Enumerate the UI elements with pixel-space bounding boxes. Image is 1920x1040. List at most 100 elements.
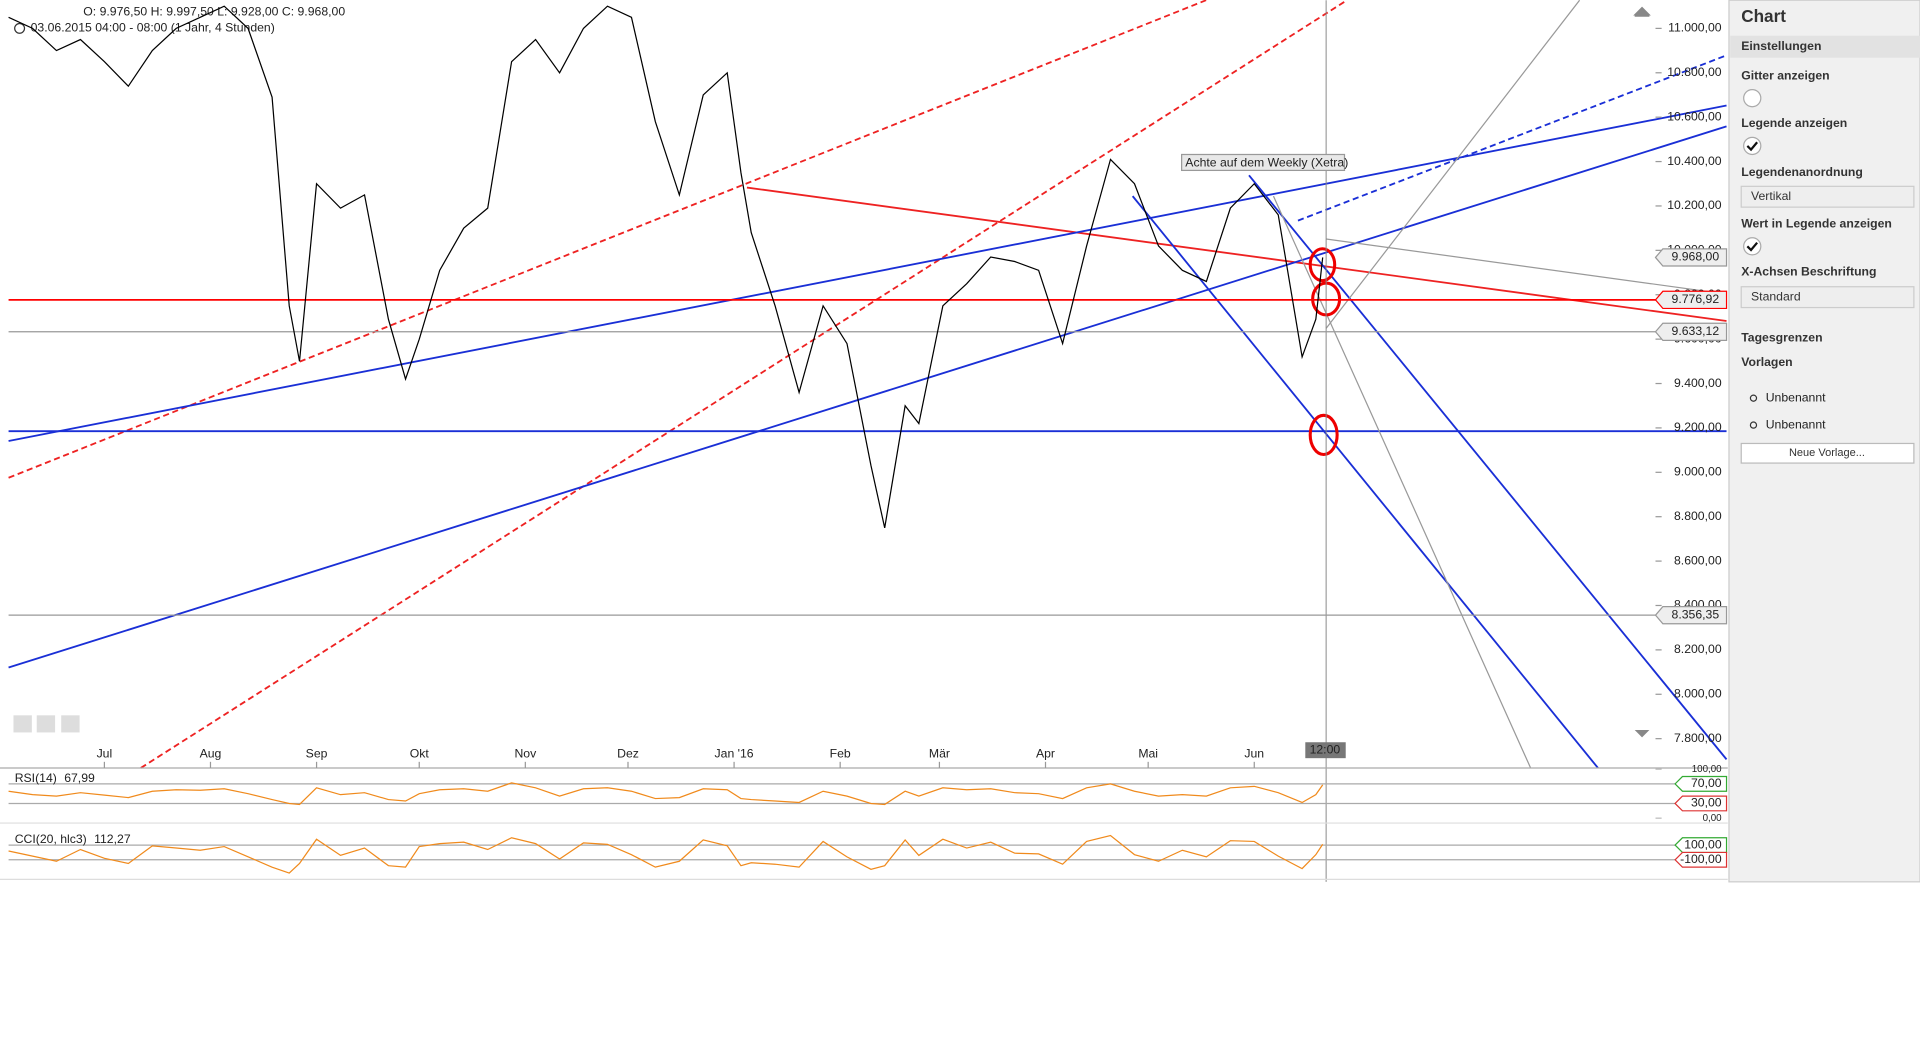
trend-line: [1131, 195, 1599, 769]
trend-line: [140, 0, 1348, 769]
indicator-name: CCI(20, hlc3): [15, 832, 87, 846]
indicator-tick-label: 0,00: [1703, 813, 1723, 824]
trend-line: [8, 104, 1727, 442]
annotation: Achte auf dem Weekly (Xetra): [1185, 155, 1348, 169]
x-tick-label: Jun: [1244, 747, 1264, 761]
indicator-value: 112,27: [94, 832, 131, 846]
sidebar-panel: [1728, 0, 1920, 883]
level-label: 8.356,35: [1672, 607, 1720, 621]
option-label: Legende anzeigen: [1741, 116, 1847, 130]
band-box: [1674, 837, 1728, 854]
x-tick-label: Mär: [929, 747, 950, 761]
trend-line: [1297, 54, 1727, 222]
band-label: 30,00: [1691, 796, 1722, 810]
x-tick-label: Mai: [1138, 747, 1158, 761]
y-tick-label: 10.200,00: [1667, 198, 1722, 212]
indicator-value: 67,99: [64, 771, 95, 785]
level-label: 9.968,00: [1672, 250, 1720, 264]
option-label: Wert in Legende anzeigen: [1741, 217, 1892, 231]
band-label: -100,00: [1680, 852, 1722, 866]
x-tick-label: Nov: [514, 747, 537, 761]
download[interactable]: [36, 715, 56, 733]
y-tick-label: 8.200,00: [1674, 642, 1722, 656]
section-title[interactable]: Vorlagen: [1741, 355, 1792, 369]
checkmark: [1746, 141, 1758, 152]
level-box: [1654, 290, 1728, 310]
dropdown[interactable]: [1740, 185, 1915, 208]
scroll-up[interactable]: [1633, 6, 1651, 17]
period: 03.06.2015 04:00 - 08:00 (1 Jahr, 4 Stun…: [31, 21, 275, 35]
indicator-line: [8, 834, 1324, 874]
band-box: [1674, 851, 1728, 868]
y-tick-label: 8.000,00: [1674, 687, 1722, 701]
band-box: [1674, 795, 1728, 812]
level-box: [1654, 605, 1728, 625]
option-label: X-Achsen Beschriftung: [1741, 264, 1876, 278]
y-tick-label: 8.800,00: [1674, 509, 1722, 523]
trend-line: [1272, 195, 1532, 769]
dropdown[interactable]: [1740, 286, 1915, 309]
band-label: 100,00: [1684, 837, 1722, 851]
trend-line: [1325, 0, 1581, 329]
indicator-legend: CCI(20, hlc3) 112,27: [15, 832, 131, 846]
y-tick-label: 9.200,00: [1674, 420, 1722, 434]
button-label[interactable]: Neue Vorlage...: [1789, 447, 1865, 459]
trend-line: [1326, 238, 1727, 295]
annotation-box: [1181, 153, 1346, 172]
drawings: [8, 0, 1728, 769]
section-title[interactable]: Tagesgrenzen: [1741, 330, 1822, 344]
level-box: [1654, 248, 1728, 267]
ohlc: O: 9.976,50 H: 9.997,50 L: 9.928,00 C: 9…: [83, 5, 345, 19]
crosshair-label: 12:00: [1310, 742, 1341, 756]
checkbox[interactable]: [1743, 136, 1762, 156]
clock-icon: [14, 22, 26, 34]
indicator-tick-label: 100,00: [1692, 764, 1722, 775]
x-tick-label: Aug: [200, 747, 222, 761]
scroll-down[interactable]: [1634, 730, 1650, 738]
x-tick-label: Jan '16: [715, 747, 754, 761]
option-label: Legendenanordnung: [1741, 165, 1863, 179]
template-item[interactable]: Unbenannt: [1766, 417, 1826, 431]
template-item[interactable]: Unbenannt: [1766, 390, 1826, 404]
sidebar: Chart Einstellungen Gitter anzeigen Lege…: [1728, 0, 1920, 883]
checkbox[interactable]: [1743, 88, 1762, 108]
checkbox[interactable]: [1743, 237, 1762, 256]
section-title: Einstellungen: [1741, 39, 1821, 53]
x-tick-label: Jul: [97, 747, 113, 761]
trend-line: [1248, 174, 1728, 760]
button[interactable]: [1740, 442, 1915, 464]
template-icon: [1749, 394, 1758, 402]
highlight-circle: [1308, 413, 1339, 457]
indicator-legend: RSI(14) 67,99: [15, 771, 95, 785]
toolbar[interactable]: [13, 715, 80, 733]
trend-line: [746, 186, 1727, 322]
y-tick-label: 10.800,00: [1667, 65, 1722, 79]
price-line: [8, 5, 1324, 528]
indicator-name: RSI(14): [15, 771, 57, 785]
menu[interactable]: [61, 715, 80, 733]
dropdown-value: Vertikal: [1751, 189, 1791, 203]
x-tick-label: Sep: [306, 747, 328, 761]
dropdown-value: Standard: [1751, 289, 1801, 303]
y-tick-label: 9.000,00: [1674, 465, 1722, 479]
band-box: [1674, 775, 1728, 792]
indicator-line: [8, 782, 1324, 806]
crosshair-label-box: [1305, 742, 1346, 759]
y-tick-label: 11.000,00: [1668, 21, 1722, 35]
x-tick-label: Okt: [410, 747, 430, 761]
highlight-circle: [1308, 247, 1337, 283]
section-bar: [1730, 35, 1920, 58]
level-label: 9.776,92: [1672, 292, 1720, 306]
x-tick-label: Feb: [830, 747, 851, 761]
y-tick-label: 9.400,00: [1674, 376, 1722, 390]
sidebar-title: Chart: [1741, 6, 1786, 26]
level-label: 9.633,12: [1672, 324, 1720, 338]
y-tick-label: 7.800,00: [1674, 731, 1722, 745]
level-box: [1654, 322, 1728, 341]
x-tick-label: Dez: [617, 747, 639, 761]
zoom-in[interactable]: [13, 715, 32, 733]
trend-line: [8, 125, 1727, 669]
template-icon: [1749, 421, 1758, 429]
